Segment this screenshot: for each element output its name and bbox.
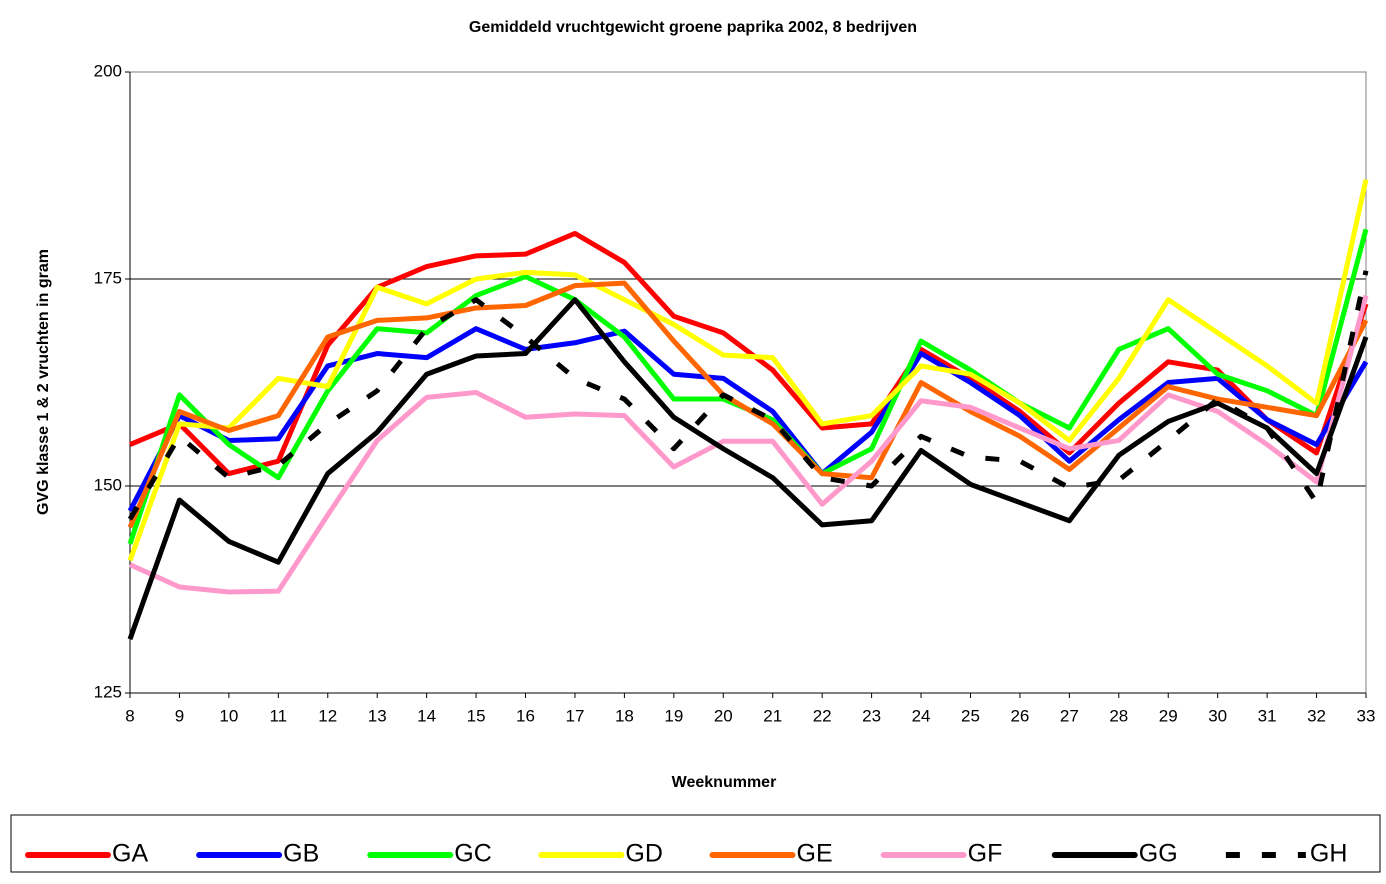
x-tick-label: 33 — [1357, 706, 1376, 725]
x-tick-label: 30 — [1208, 706, 1227, 725]
chart-title: Gemiddeld vruchtgewicht groene paprika 2… — [469, 19, 917, 36]
legend-label: GC — [454, 840, 492, 868]
x-tick-label: 19 — [664, 706, 683, 725]
legend-label: GD — [625, 840, 663, 868]
legend-label: GH — [1310, 840, 1348, 868]
x-tick-label: 22 — [813, 706, 832, 725]
legend-label: GG — [1139, 840, 1178, 868]
x-tick-label: 29 — [1159, 706, 1178, 725]
series-line — [127, 297, 1369, 641]
series-line — [127, 280, 1369, 529]
x-tick-label: 27 — [1060, 706, 1079, 725]
x-tick-label: 21 — [763, 706, 782, 725]
x-tick-label: 18 — [615, 706, 634, 725]
x-tick-label: 32 — [1307, 706, 1326, 725]
x-tick-label: 10 — [219, 706, 238, 725]
x-tick-label: 24 — [912, 706, 931, 725]
y-tick-label: 200 — [94, 61, 122, 80]
series-line — [127, 270, 1369, 521]
x-tick-label: 17 — [565, 706, 584, 725]
x-tick-label: 15 — [467, 706, 486, 725]
x-tick-label: 25 — [961, 706, 980, 725]
legend-label: GE — [797, 840, 833, 868]
x-tick-label: 31 — [1258, 706, 1277, 725]
series-line — [127, 326, 1369, 512]
x-tick-label: 13 — [368, 706, 387, 725]
legend-label: GF — [968, 840, 1003, 868]
series-line — [128, 294, 1369, 595]
legend-label: GA — [112, 840, 148, 868]
x-axis-label: Weeknummer — [672, 774, 777, 791]
y-axis-label: GVG klasse 1 & 2 vruchten in gram — [35, 249, 52, 515]
x-tick-label: 9 — [175, 706, 184, 725]
legend-label: GB — [283, 840, 319, 868]
y-tick-label: 175 — [94, 268, 122, 287]
legend-box — [10, 814, 1381, 873]
x-tick-label: 23 — [862, 706, 881, 725]
x-tick-label: 14 — [417, 706, 436, 725]
y-tick-label: 125 — [94, 682, 122, 701]
y-tick-label: 150 — [94, 475, 122, 494]
x-tick-label: 12 — [318, 706, 337, 725]
x-tick-label: 11 — [269, 706, 287, 725]
x-tick-label: 16 — [516, 706, 535, 725]
x-tick-label: 20 — [714, 706, 733, 725]
x-tick-label: 28 — [1109, 706, 1128, 725]
series-line — [127, 179, 1369, 562]
x-tick-label: 8 — [125, 706, 134, 725]
x-tick-label: 26 — [1010, 706, 1029, 725]
